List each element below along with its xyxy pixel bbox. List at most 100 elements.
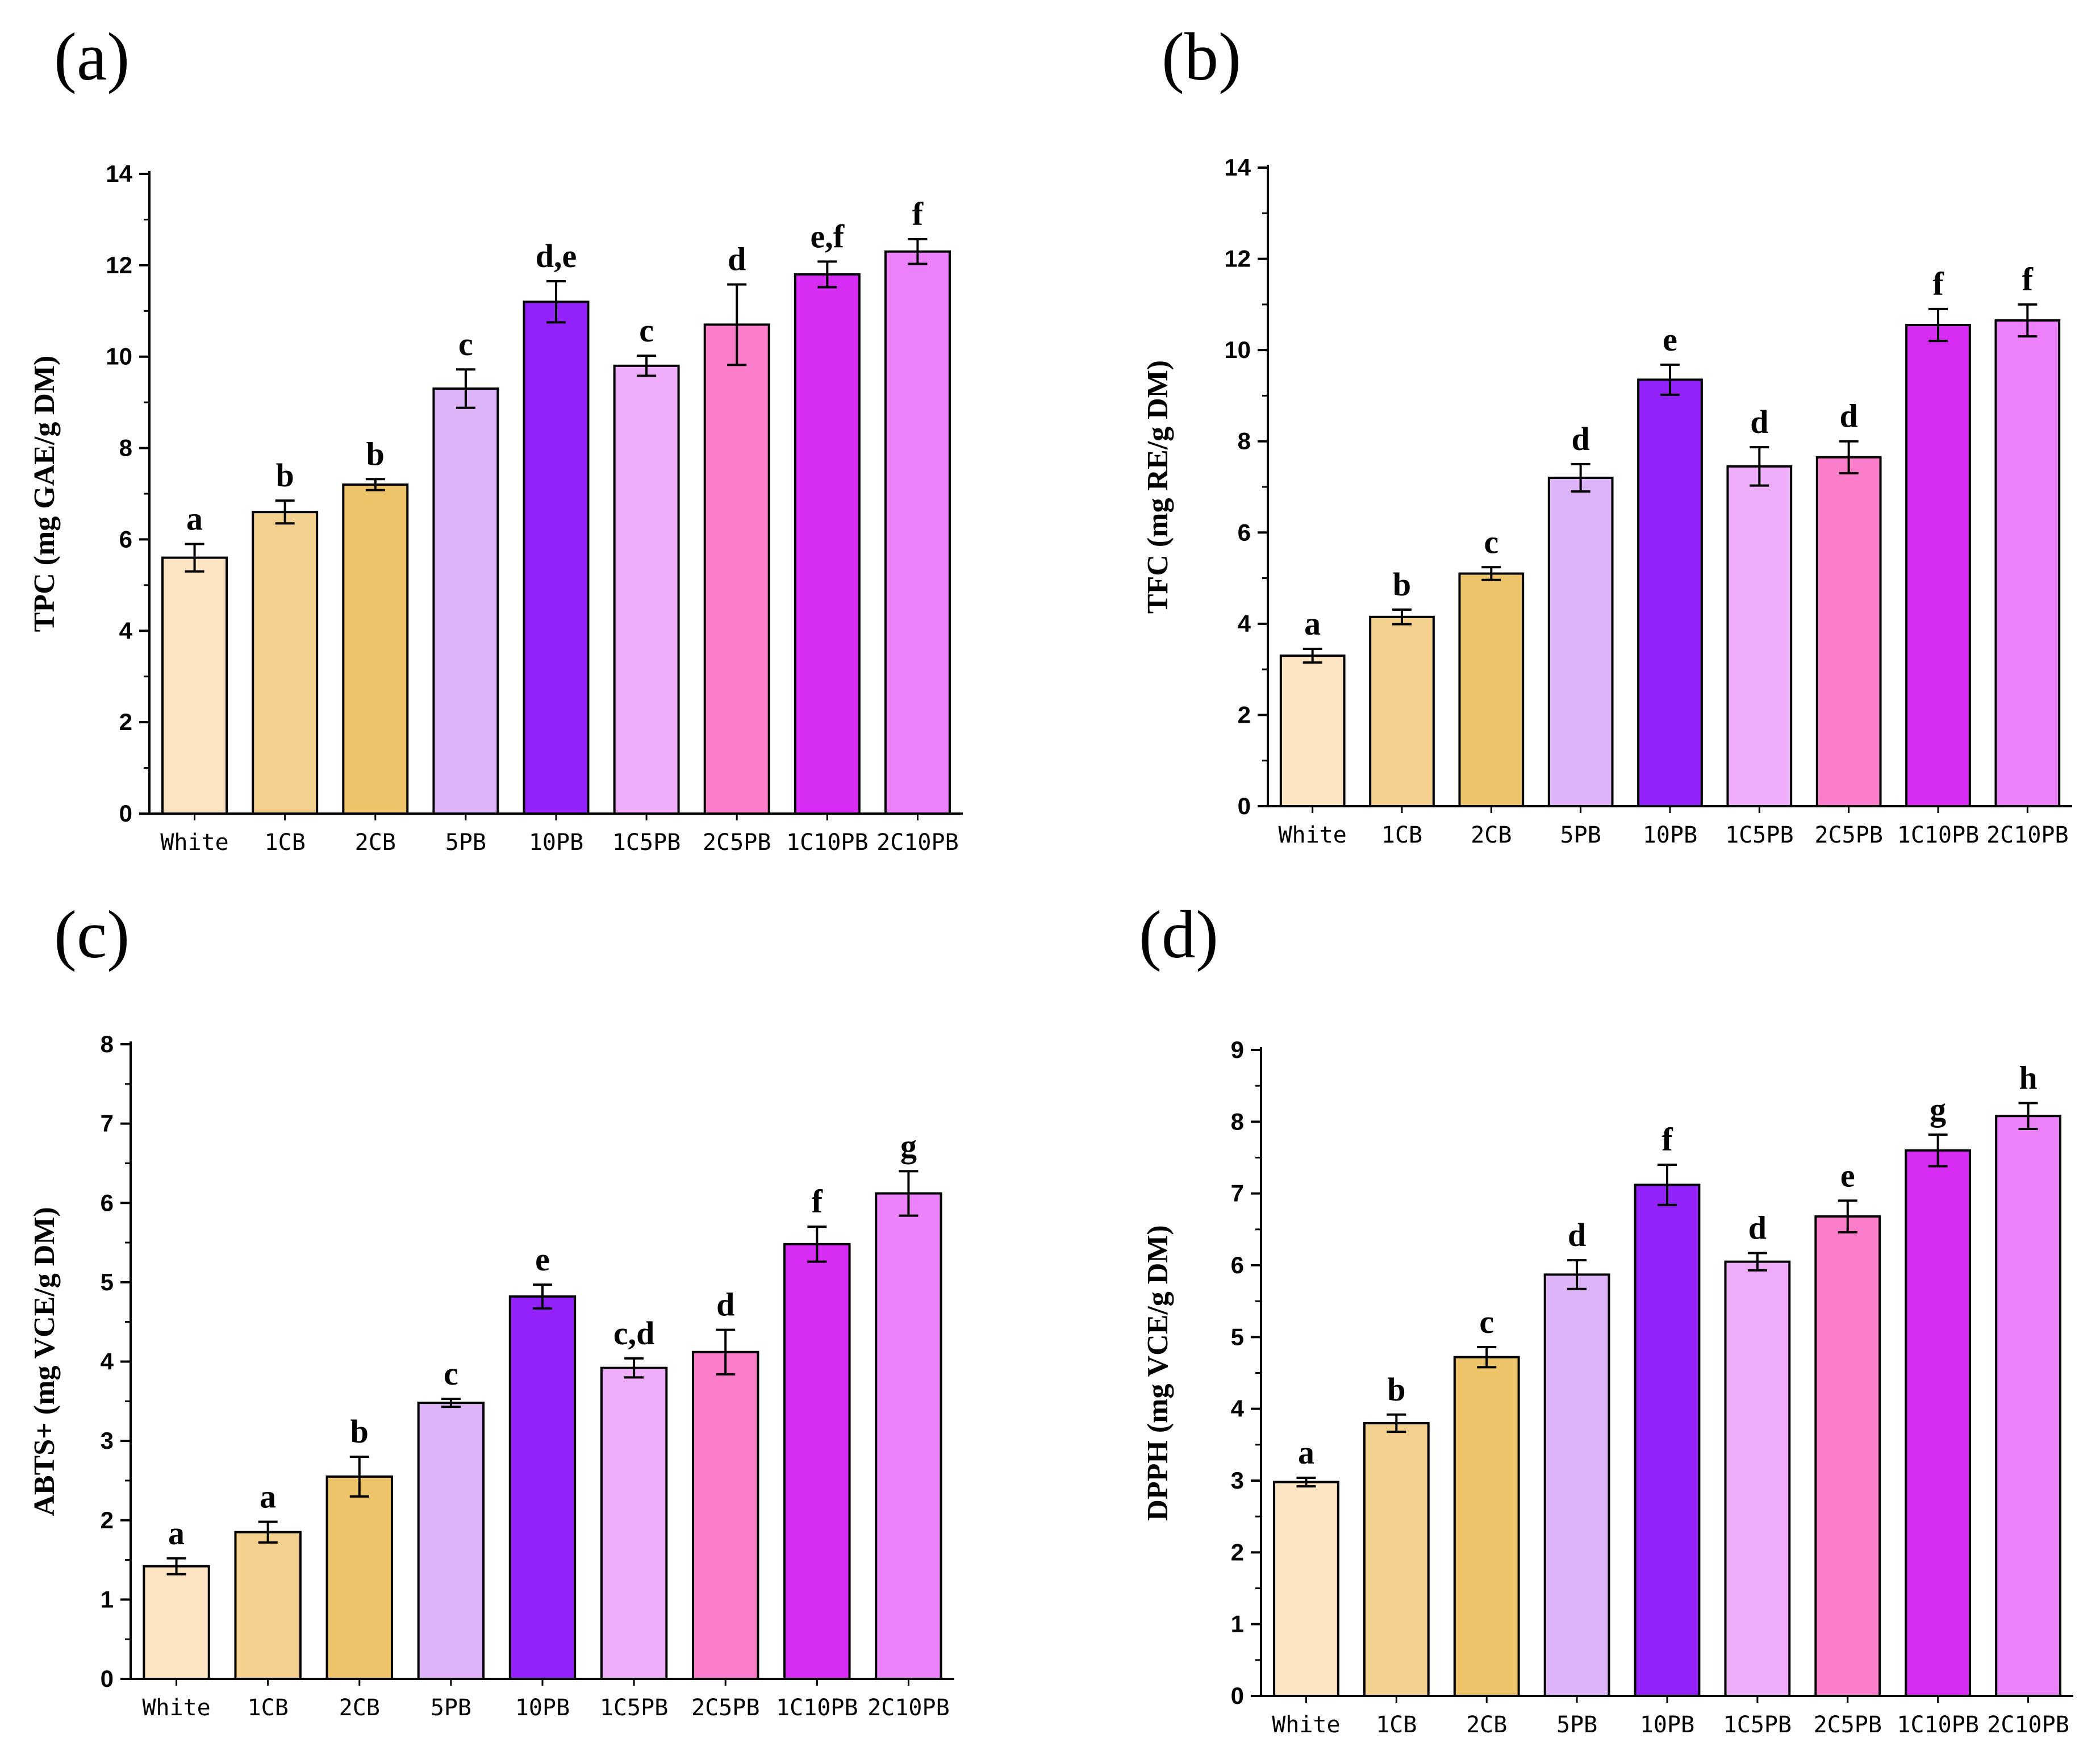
x-tick-label: 2C5PB [691, 1695, 759, 1721]
x-tick-label: 1C5PB [600, 1695, 668, 1721]
x-tick-label: 2C10PB [876, 830, 959, 856]
x-tick-label: 1C5PB [1723, 1712, 1792, 1738]
y-tick-label: 4 [119, 617, 133, 644]
bar-1C10PB [1905, 323, 1971, 807]
bar-5PB [432, 387, 499, 815]
significance-label: c [1484, 523, 1498, 560]
x-tick-label: White [1278, 822, 1346, 848]
x-tick-label: White [142, 1695, 210, 1721]
panel-label: (c) [54, 897, 130, 972]
significance-label: f [2022, 261, 2034, 298]
bar-1C5PB [613, 364, 680, 815]
x-tick-label: 5PB [1560, 822, 1601, 848]
y-tick-label: 5 [1231, 1323, 1244, 1350]
bar-2C5PB [1814, 1215, 1881, 1697]
y-tick-label: 0 [119, 800, 132, 827]
bar-2C10PB [875, 1192, 942, 1681]
y-tick-label: 2 [101, 1507, 114, 1533]
y-tick-label: 2 [119, 708, 132, 735]
x-tick-label: 1C5PB [612, 830, 680, 856]
significance-label: d,e [536, 237, 577, 274]
significance-label: c,d [613, 1315, 655, 1352]
bar-2C5PB [703, 323, 770, 815]
bar-10PB [1634, 1183, 1701, 1697]
panel-d: (d) DPPH (mg VCE/g DM) 0 1 2 3 4 5 6 7 8 9 a White b 1C… [1139, 897, 2073, 1738]
panel-label: (b) [1162, 19, 1241, 94]
bar-5PB [1543, 1273, 1610, 1697]
bar-10PB [523, 301, 590, 815]
significance-label: f [1932, 265, 1944, 302]
y-axis-title: DPPH (mg VCE/g DM) [1142, 1225, 1174, 1520]
bar-White [161, 556, 228, 815]
x-tick-label: 1C5PB [1725, 822, 1793, 848]
y-tick-label: 2 [1231, 1539, 1244, 1565]
significance-label: g [1930, 1091, 1946, 1128]
x-tick-label: 1CB [265, 830, 306, 856]
significance-label: b [1387, 1371, 1405, 1408]
y-tick-label: 2 [1238, 701, 1251, 728]
significance-label: c [444, 1355, 458, 1392]
y-tick-label: 9 [1231, 1036, 1244, 1063]
panel-b: (b) TFC (mg RE/g DM) 0 2 4 6 8 10 12 14 a White b 1CB… [1142, 19, 2072, 848]
bar-5PB [417, 1402, 485, 1680]
x-tick-label: 10PB [1643, 822, 1697, 848]
bar-1C5PB [600, 1366, 668, 1680]
x-tick-label: 5PB [445, 830, 486, 856]
significance-label: f [1661, 1121, 1673, 1158]
bar-10PB [508, 1295, 577, 1681]
significance-label: c [458, 326, 473, 362]
significance-label: d [728, 241, 746, 278]
y-tick-label: 4 [101, 1348, 114, 1375]
bar-2CB [1458, 572, 1525, 807]
significance-label: e,f [811, 218, 845, 255]
y-tick-label: 7 [1231, 1180, 1244, 1207]
bar-2C5PB [692, 1350, 759, 1681]
y-tick-label: 1 [1231, 1611, 1244, 1637]
x-tick-label: 2C10PB [1986, 822, 2069, 848]
x-tick-label: 2C5PB [703, 830, 771, 856]
bar-White [143, 1565, 210, 1680]
x-tick-label: 1C10PB [1897, 1712, 1979, 1738]
significance-label: f [912, 195, 924, 232]
y-tick-label: 6 [1231, 1252, 1244, 1278]
y-axis-title: TFC (mg RE/g DM) [1142, 360, 1174, 614]
y-tick-label: 12 [106, 252, 132, 278]
panel-a: (a) TPC (mg GAE/g DM) 0 2 4 6 8 10 12 14 a White b 1C… [28, 19, 963, 856]
x-tick-label: 2C10PB [867, 1695, 950, 1721]
x-tick-label: 10PB [529, 830, 583, 856]
significance-label: d [1840, 398, 1858, 435]
significance-label: d [1750, 403, 1768, 440]
y-tick-label: 14 [106, 160, 132, 187]
x-tick-label: 2CB [1471, 822, 1512, 848]
significance-label: c [639, 312, 654, 349]
significance-label: a [260, 1478, 276, 1515]
bar-White [1273, 1481, 1339, 1697]
y-tick-label: 10 [1224, 336, 1251, 363]
significance-label: b [1393, 566, 1411, 603]
x-tick-label: White [1272, 1712, 1340, 1738]
y-tick-label: 8 [1238, 428, 1251, 455]
x-tick-label: 2C5PB [1814, 1712, 1882, 1738]
bar-1C10PB [783, 1243, 851, 1680]
significance-label: c [1479, 1303, 1494, 1340]
bar-1C10PB [794, 273, 861, 815]
x-tick-label: 1C10PB [1897, 822, 1980, 848]
bar-2CB [342, 483, 409, 815]
y-tick-label: 4 [1231, 1395, 1245, 1422]
x-tick-label: 2C5PB [1814, 822, 1882, 848]
x-tick-label: 10PB [1640, 1712, 1694, 1738]
panel-label: (d) [1139, 897, 1218, 972]
bar-1C5PB [1724, 1260, 1791, 1697]
y-tick-label: 6 [1238, 519, 1251, 545]
significance-label: a [168, 1515, 185, 1552]
x-tick-label: 10PB [515, 1695, 570, 1721]
significance-label: e [535, 1241, 550, 1278]
y-tick-label: 0 [101, 1665, 114, 1692]
significance-label: d [1748, 1210, 1767, 1247]
significance-label: h [2019, 1059, 2037, 1096]
bar-White [1279, 655, 1346, 807]
y-tick-label: 8 [119, 435, 132, 461]
bar-1C5PB [1726, 465, 1793, 807]
significance-label: e [1840, 1157, 1855, 1194]
